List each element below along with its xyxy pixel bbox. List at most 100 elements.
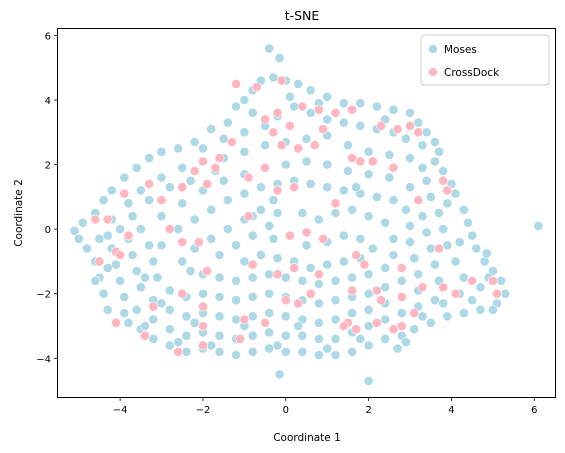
moses-point: [468, 231, 477, 240]
moses-point: [149, 334, 158, 343]
legend-label-moses: Moses: [444, 44, 477, 56]
crossdock-point: [356, 157, 365, 166]
moses-point: [410, 325, 419, 334]
moses-point: [451, 189, 460, 198]
y-tick-label: 2: [45, 161, 51, 172]
moses-point: [426, 318, 435, 327]
crossdock-point: [306, 289, 315, 298]
crossdock-point: [414, 128, 423, 137]
moses-point: [455, 238, 464, 247]
crossdock-point: [95, 257, 104, 266]
crossdock-point: [116, 250, 125, 259]
moses-point: [298, 347, 307, 356]
moses-point: [165, 286, 174, 295]
y-tick-label: −2: [36, 290, 51, 301]
moses-point: [82, 244, 91, 253]
moses-point: [356, 121, 365, 130]
crossdock-point: [352, 325, 361, 334]
moses-point: [439, 166, 448, 175]
moses-point: [418, 312, 427, 321]
moses-point: [405, 183, 414, 192]
crossdock-point: [203, 267, 212, 276]
moses-point: [215, 250, 224, 259]
moses-point: [219, 176, 228, 185]
moses-point: [157, 241, 166, 250]
moses-point: [298, 208, 307, 217]
moses-point: [343, 166, 352, 175]
moses-point: [281, 347, 290, 356]
moses-point: [149, 257, 158, 266]
moses-point: [128, 250, 137, 259]
legend-marker-crossdock: [429, 68, 438, 77]
moses-point: [331, 296, 340, 305]
moses-point: [405, 154, 414, 163]
moses-point: [132, 305, 141, 314]
moses-point: [397, 276, 406, 285]
crossdock-point: [198, 157, 207, 166]
moses-point: [149, 315, 158, 324]
moses-point: [476, 305, 485, 314]
moses-point: [434, 208, 443, 217]
crossdock-point: [244, 212, 253, 221]
crossdock-point: [145, 179, 154, 188]
moses-point: [372, 192, 381, 201]
crossdock-point: [348, 154, 357, 163]
moses-point: [265, 270, 274, 279]
crossdock-point: [269, 128, 278, 137]
moses-point: [426, 192, 435, 201]
moses-point: [103, 305, 112, 314]
moses-point: [488, 305, 497, 314]
x-tick-label: 0: [283, 405, 289, 416]
crossdock-point: [468, 276, 477, 285]
moses-point: [111, 260, 120, 269]
crossdock-point: [190, 166, 199, 175]
moses-point: [356, 99, 365, 108]
x-tick-label: −2: [196, 405, 211, 416]
moses-point: [430, 157, 439, 166]
moses-point: [281, 331, 290, 340]
moses-point: [99, 289, 108, 298]
moses-point: [223, 118, 232, 127]
moses-point: [116, 225, 125, 234]
moses-point: [381, 218, 390, 227]
moses-point: [323, 92, 332, 101]
moses-point: [145, 241, 154, 250]
moses-point: [393, 344, 402, 353]
moses-point: [215, 312, 224, 321]
moses-point: [430, 260, 439, 269]
moses-point: [103, 231, 112, 240]
moses-point: [356, 234, 365, 243]
moses-point: [385, 173, 394, 182]
moses-point: [418, 212, 427, 221]
moses-point: [74, 234, 83, 243]
moses-point: [314, 215, 323, 224]
moses-point: [389, 196, 398, 205]
moses-point: [323, 344, 332, 353]
crossdock-point: [252, 83, 261, 92]
moses-point: [418, 141, 427, 150]
moses-point: [198, 289, 207, 298]
moses-point: [381, 263, 390, 272]
moses-point: [364, 212, 373, 221]
x-axis-label: Coordinate 1: [273, 432, 341, 444]
crossdock-point: [232, 79, 241, 88]
crossdock-point: [140, 331, 149, 340]
moses-point: [248, 231, 257, 240]
crossdock-point: [215, 154, 224, 163]
crossdock-point: [405, 121, 414, 130]
moses-point: [364, 305, 373, 314]
moses-point: [414, 270, 423, 279]
crossdock-point: [302, 228, 311, 237]
crossdock-point: [178, 183, 187, 192]
crossdock-point: [111, 318, 120, 327]
crossdock-point: [290, 263, 299, 272]
moses-point: [198, 144, 207, 153]
moses-point: [232, 296, 241, 305]
moses-point: [265, 289, 274, 298]
crossdock-point: [273, 186, 282, 195]
moses-point: [256, 250, 265, 259]
moses-point: [273, 341, 282, 350]
crossdock-point: [294, 299, 303, 308]
legend-label-crossdock: CrossDock: [444, 67, 500, 79]
moses-point: [232, 315, 241, 324]
